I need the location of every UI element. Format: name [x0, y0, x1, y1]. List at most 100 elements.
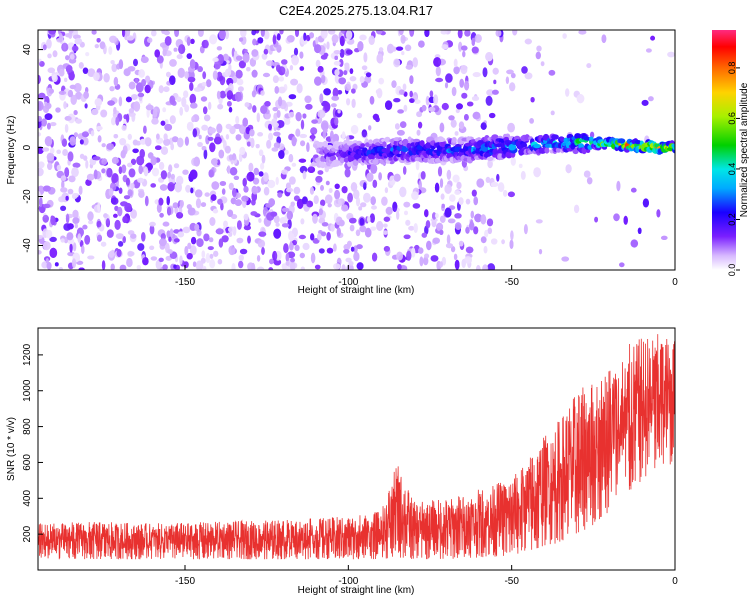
spectrogram-noise-cell — [46, 152, 55, 162]
spectrogram-noise-cell — [184, 246, 189, 256]
spectrogram-noise-cell — [69, 54, 75, 60]
spectrogram-noise-cell — [404, 210, 408, 216]
spectrogram-noise-cell — [441, 44, 449, 50]
spectrogram-noise-cell — [47, 53, 52, 59]
spectrogram-noise-cell — [460, 64, 468, 75]
spectrogram-noise-cell — [376, 53, 384, 64]
spectrogram-noise-cell — [409, 75, 414, 84]
spectrogram-noise-cell — [61, 138, 67, 147]
spectrogram-noise-cell — [144, 137, 152, 147]
spectrogram-noise-cell — [128, 168, 136, 178]
spectrogram-noise-cell — [174, 30, 179, 37]
spectrogram-noise-cell — [464, 30, 471, 37]
spectrogram-noise-cell — [317, 170, 324, 175]
spectrogram-noise-cell — [126, 30, 131, 37]
spectrogram-noise-cell — [550, 110, 555, 116]
spectrogram-noise-cell — [480, 236, 487, 244]
spectrogram-noise-cell — [311, 119, 318, 124]
spectrogram-noise-cell — [228, 106, 233, 113]
spectrogram-noise-cell — [309, 32, 314, 39]
spectrogram-noise-cell — [429, 90, 434, 98]
spectrogram-noise-cell — [219, 75, 226, 86]
spectrogram-noise-cell — [78, 185, 83, 195]
spectrogram-noise-cell — [197, 66, 203, 73]
spectrogram-noise-cell — [418, 247, 424, 254]
spectrogram-noise-cell — [58, 196, 66, 203]
spectrogram-noise-cell — [234, 199, 242, 207]
spectrogram-noise-cell — [355, 196, 361, 207]
spectrogram-noise-cell — [149, 224, 155, 235]
spectrogram-noise-cell — [197, 30, 204, 37]
spectrogram-noise-cell — [270, 211, 278, 217]
spectrogram-noise-cell — [235, 55, 243, 61]
spectrogram-noise-cell — [74, 83, 82, 93]
spectrogram-noise-cell — [451, 86, 457, 97]
spectrogram-noise-cell — [277, 192, 283, 198]
spectrogram-noise-cell — [79, 139, 84, 145]
spectrogram-noise-cell — [279, 30, 284, 35]
spectrogram-noise-cell — [45, 229, 53, 239]
spectrogram-noise-cell — [146, 108, 150, 118]
spectrogram-noise-cell — [38, 167, 44, 177]
spectrogram-noise-cell — [384, 187, 388, 194]
spectrogram-signal-cell — [372, 159, 379, 165]
spectrogram-noise-cell — [310, 252, 316, 264]
spectrogram-noise-cell — [169, 95, 176, 105]
spectrogram-noise-cell — [319, 93, 324, 104]
spectrogram-noise-cell — [185, 184, 191, 193]
spectrogram-noise-cell — [86, 173, 95, 181]
spectrogram-noise-cell — [192, 261, 197, 268]
spectrogram-noise-cell — [419, 256, 424, 267]
spectrogram-noise-cell — [169, 75, 176, 85]
spectrogram-noise-cell — [58, 90, 67, 95]
spectrogram-noise-cell — [111, 117, 116, 126]
spectrogram-noise-cell — [64, 123, 69, 133]
spectrogram-noise-cell — [400, 34, 406, 44]
spectrogram-noise-cell — [284, 149, 289, 155]
spectrogram-noise-cell — [94, 44, 100, 49]
spectrogram-noise-cell — [78, 267, 85, 270]
spectrogram-noise-cell — [421, 232, 427, 238]
spectrogram-noise-cell — [350, 124, 359, 135]
spectrogram-noise-cell — [359, 76, 365, 84]
spectrogram-noise-cell — [246, 171, 255, 182]
spectrogram-noise-cell — [465, 198, 471, 205]
spectrogram-noise-cell — [71, 45, 79, 52]
spectrogram-noise-cell — [331, 95, 340, 101]
spectrogram-noise-cell — [144, 195, 149, 207]
spectrogram-noise-cell — [134, 78, 139, 84]
spectrogram-noise-cell — [288, 154, 294, 163]
spectrogram-noise-cell — [209, 253, 214, 259]
spectrogram-noise-cell — [87, 68, 96, 77]
spectrogram-noise-cell — [70, 94, 77, 105]
spectrogram-noise-cell — [204, 192, 210, 197]
spectrogram-noise-cell — [58, 68, 65, 77]
spectrogram-noise-cell — [448, 115, 455, 121]
spectrogram-noise-cell — [268, 267, 274, 270]
spectrogram-noise-cell — [261, 154, 266, 164]
spectrogram-noise-cell — [61, 42, 69, 52]
spectrogram-noise-cell — [178, 44, 186, 55]
spectrogram-noise-cell — [209, 217, 216, 226]
spectrogram-noise-cell — [334, 117, 339, 126]
spectrogram-noise-cell — [113, 76, 119, 87]
spectrogram-noise-cell — [315, 37, 319, 45]
spectrogram-noise-cell — [326, 247, 334, 254]
spectrogram-noise-cell — [400, 121, 407, 128]
spectrogram-noise-cell — [260, 105, 268, 114]
spectrogram-noise-cell — [163, 86, 170, 93]
spectrogram-noise-cell — [121, 164, 127, 174]
spectrogram-noise-cell — [47, 122, 51, 130]
spectrogram-noise-cell — [278, 66, 286, 76]
spectrogram-noise-cell — [164, 123, 173, 131]
spectrogram-noise-cell — [96, 126, 103, 131]
spectrogram-noise-cell — [91, 108, 99, 116]
spectrogram-noise-cell — [173, 47, 178, 52]
spectrogram-noise-cell — [67, 188, 74, 195]
spectrogram-noise-cell — [192, 128, 198, 138]
spectrogram-noise-cell — [345, 135, 350, 143]
spectrogram-noise-cell — [203, 106, 208, 115]
spectrogram-noise-cell — [38, 161, 45, 169]
spectrogram-noise-cell — [637, 227, 642, 234]
spectrogram-noise-cell — [231, 263, 236, 270]
